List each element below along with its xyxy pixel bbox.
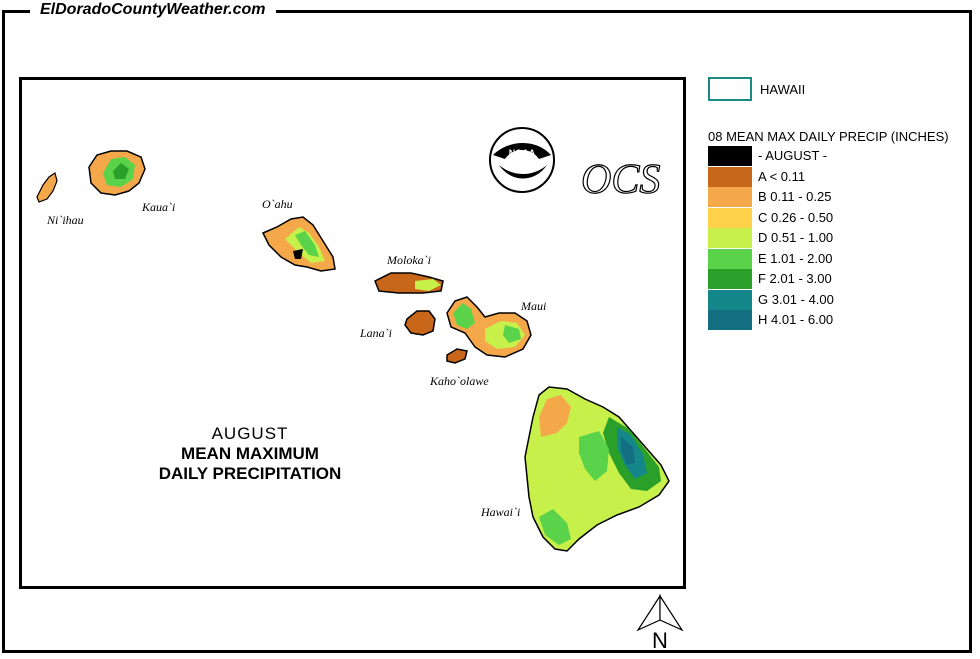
label-lanai: Lana`i	[360, 326, 393, 340]
hawaii-map: NOAA OCS	[36, 127, 670, 552]
map-title-line3: DAILY PRECIPITATION	[158, 464, 342, 483]
map-title: AUGUST MEAN MAXIMUM DAILY PRECIPITATION	[130, 424, 370, 484]
label-niihau: Ni`ihau	[47, 213, 84, 227]
label-oahu: O`ahu	[262, 197, 293, 211]
legend-entry: H 4.01 - 6.00	[708, 310, 978, 330]
legend-entry-label: E 1.01 - 2.00	[758, 250, 833, 266]
map-title-line2: MEAN MAXIMUM	[181, 444, 319, 463]
legend-entry-label: D 0.51 - 1.00	[758, 230, 834, 245]
legend-entry-label: H 4.01 - 6.00	[758, 312, 834, 327]
legend-swatch	[708, 269, 752, 289]
legend-swatch	[708, 146, 752, 166]
legend-swatch	[708, 187, 752, 207]
island-niihau	[36, 172, 58, 203]
label-kauai: Kaua`i	[142, 200, 176, 214]
legend-entry-label: B 0.11 - 0.25	[758, 189, 832, 204]
legend-title: 08 MEAN MAX DAILY PRECIP (INCHES)	[708, 129, 949, 144]
legend-swatch	[708, 228, 752, 248]
legend-swatch	[708, 207, 752, 228]
legend-entry: B 0.11 - 0.25	[708, 187, 978, 207]
legend-entry-label: A < 0.11	[758, 168, 806, 184]
legend-swatch	[708, 166, 752, 187]
legend-entry: G 3.01 - 4.00	[708, 289, 978, 310]
legend-entry: - AUGUST -	[708, 146, 978, 166]
legend-entry: A < 0.11	[708, 166, 978, 187]
legend-entry-label: G 3.01 - 4.00	[758, 291, 834, 307]
island-kahoolawe	[446, 348, 468, 364]
island-lanai	[404, 310, 436, 336]
noaa-logo-text: NOAA	[509, 148, 536, 158]
legend-swatch	[708, 310, 752, 330]
map-title-month: AUGUST	[211, 424, 289, 443]
legend-entry-label: C 0.26 - 0.50	[758, 209, 834, 225]
legend-entry: C 0.26 - 0.50	[708, 207, 978, 228]
noaa-logo: NOAA	[489, 127, 555, 193]
legend-entry-label: - AUGUST -	[758, 148, 828, 163]
hawaii-key-label: HAWAII	[760, 82, 806, 97]
label-maui: Maui	[521, 299, 547, 313]
site-title: ElDoradoCountyWeather.com	[30, 1, 276, 19]
legend-entry: F 2.01 - 3.00	[708, 269, 978, 289]
legend-entry: E 1.01 - 2.00	[708, 248, 978, 269]
legend-swatch	[708, 248, 752, 269]
outer-frame	[2, 10, 972, 653]
label-molokai: Moloka`i	[387, 253, 431, 267]
label-kahoolawe: Kaho`olawe	[430, 374, 489, 388]
hawaii-outline-key	[708, 77, 752, 101]
north-label: N	[652, 628, 668, 652]
north-arrow-icon: N	[636, 594, 684, 652]
legend-entry-label: F 2.01 - 3.00	[758, 271, 832, 286]
label-hawaii: Hawai`i	[481, 505, 521, 519]
legend-swatch	[708, 289, 752, 310]
legend-entry: D 0.51 - 1.00	[708, 228, 978, 248]
ocs-logo: OCS	[581, 157, 660, 203]
